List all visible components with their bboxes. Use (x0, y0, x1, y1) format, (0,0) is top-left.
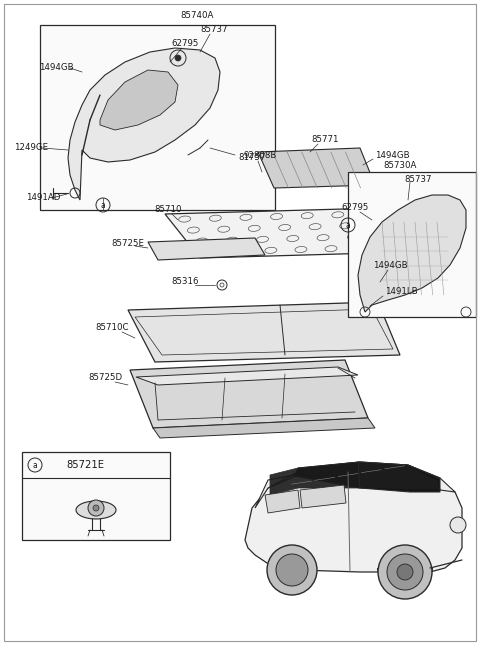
Circle shape (378, 545, 432, 599)
Text: 85737: 85737 (404, 175, 432, 183)
Text: a: a (346, 221, 350, 230)
Text: 85740A: 85740A (180, 12, 214, 21)
Text: a: a (33, 461, 37, 470)
Polygon shape (136, 367, 358, 385)
Polygon shape (245, 472, 462, 572)
Text: 85771: 85771 (311, 135, 339, 144)
Polygon shape (153, 418, 375, 438)
Polygon shape (270, 462, 360, 495)
Polygon shape (128, 302, 400, 362)
Text: 62795: 62795 (171, 39, 199, 48)
Polygon shape (258, 148, 375, 188)
Text: 1494GB: 1494GB (39, 63, 73, 72)
Bar (40, 25, 275, 210)
Polygon shape (100, 70, 178, 130)
Polygon shape (300, 485, 346, 508)
Polygon shape (345, 462, 440, 490)
Text: 92808B: 92808B (243, 150, 276, 159)
Text: 1249GE: 1249GE (14, 143, 48, 152)
Polygon shape (68, 48, 220, 200)
Polygon shape (358, 195, 466, 312)
Circle shape (88, 500, 104, 516)
Text: 85710: 85710 (154, 206, 182, 215)
Circle shape (93, 505, 99, 511)
Bar (22, 452, 170, 540)
Polygon shape (265, 490, 300, 513)
Circle shape (387, 554, 423, 590)
Circle shape (450, 517, 466, 533)
Text: 85725D: 85725D (88, 373, 122, 382)
Text: 85721E: 85721E (66, 460, 104, 470)
Text: 62795: 62795 (341, 204, 369, 212)
Text: 1494GB: 1494GB (375, 152, 409, 161)
Text: 85710C: 85710C (95, 324, 129, 333)
Text: a: a (101, 201, 106, 210)
Circle shape (276, 554, 308, 586)
Circle shape (175, 55, 181, 61)
Polygon shape (148, 238, 265, 260)
Text: 85725E: 85725E (111, 239, 144, 248)
Text: 1491LB: 1491LB (385, 288, 418, 297)
Text: 85737: 85737 (200, 26, 228, 34)
Text: 85730A: 85730A (384, 161, 417, 170)
Circle shape (267, 545, 317, 595)
Polygon shape (295, 462, 440, 492)
Polygon shape (165, 208, 410, 258)
Bar (348, 172, 476, 317)
Ellipse shape (76, 501, 116, 519)
Polygon shape (130, 360, 368, 428)
Polygon shape (255, 462, 455, 508)
Text: 85316: 85316 (171, 277, 199, 286)
Text: 1494GB: 1494GB (372, 261, 408, 270)
Text: 1491AD: 1491AD (26, 194, 60, 203)
Text: 81757: 81757 (238, 152, 266, 161)
Circle shape (397, 564, 413, 580)
